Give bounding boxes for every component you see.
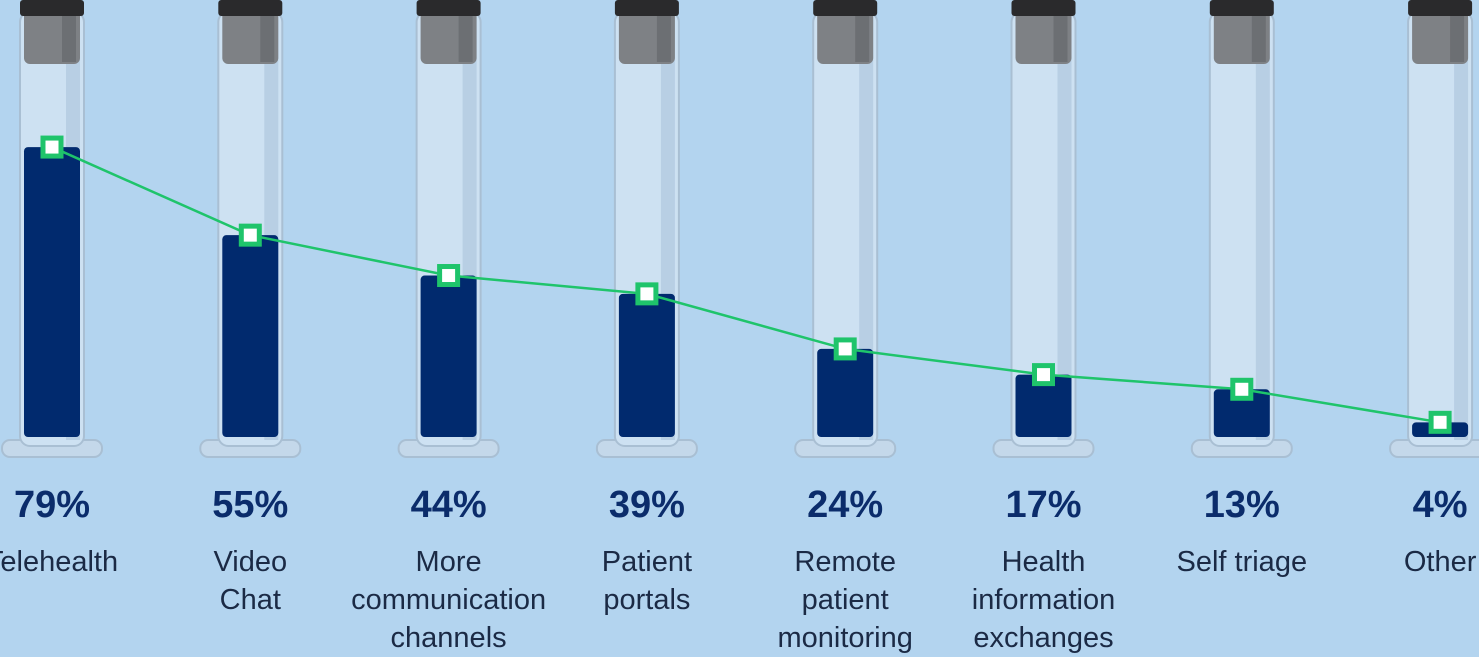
line-marker [1035, 366, 1053, 384]
tube-cap-top [813, 0, 877, 16]
tube-cap-top [1408, 0, 1472, 16]
tube-cap-top [1012, 0, 1076, 16]
tube-cap-shade [1450, 16, 1464, 62]
value-label: 44% [349, 484, 549, 527]
tube-cap-top [218, 0, 282, 16]
bar [24, 147, 80, 437]
bar [222, 235, 278, 437]
value-label: 17% [944, 484, 1144, 527]
tube-cap-top [1210, 0, 1274, 16]
page: {"chart_data": {"type": "bar", "categori… [0, 0, 1479, 650]
value-label: 55% [150, 484, 350, 527]
value-label: 24% [745, 484, 945, 527]
tube-cap-shade [1252, 16, 1266, 62]
tube-cap-shade [855, 16, 869, 62]
tube-cap-shade [62, 16, 76, 62]
tube-shade [1256, 20, 1270, 440]
line-marker [836, 340, 854, 358]
bar [817, 349, 873, 437]
tube-cap-top [615, 0, 679, 16]
line-marker [1431, 413, 1449, 431]
line-marker [638, 285, 656, 303]
bar [421, 276, 477, 437]
tube-cap-shade [459, 16, 473, 62]
line-marker [43, 138, 61, 156]
line-marker [1233, 380, 1251, 398]
tube-shade [1454, 20, 1468, 440]
tube-cap-shade [1054, 16, 1068, 62]
line-marker [440, 267, 458, 285]
tube-cap-shade [657, 16, 671, 62]
tube-cap-top [417, 0, 481, 16]
value-label: 4% [1340, 484, 1479, 527]
tube-cap-shade [260, 16, 274, 62]
value-label: 39% [547, 484, 747, 527]
line-marker [241, 226, 259, 244]
value-label: 13% [1142, 484, 1342, 527]
tube-cap-top [20, 0, 84, 16]
value-label: 79% [0, 484, 152, 527]
bar [619, 294, 675, 437]
category-label: Other [1320, 543, 1479, 581]
